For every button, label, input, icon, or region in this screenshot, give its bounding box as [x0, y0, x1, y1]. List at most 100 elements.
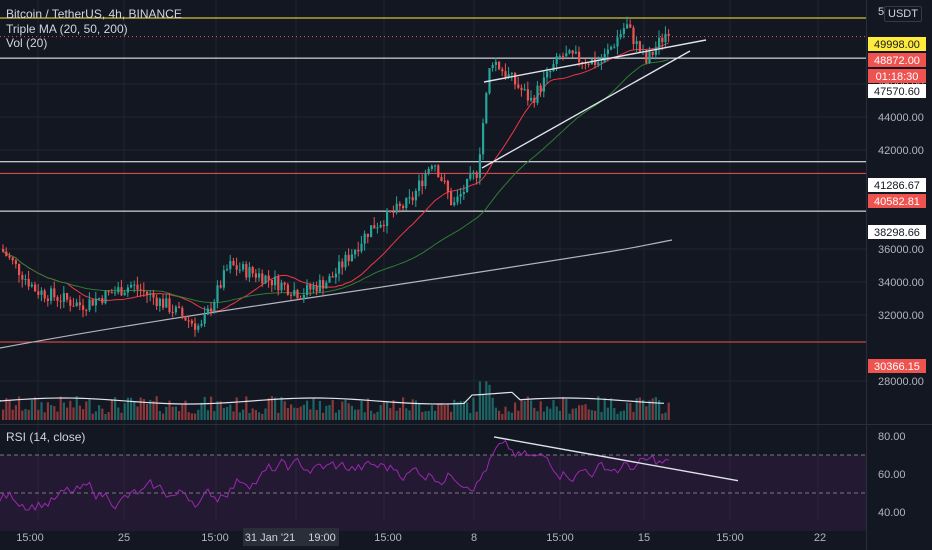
candle-body [411, 197, 414, 201]
candle-body [354, 249, 357, 255]
candle-body [302, 294, 305, 300]
candle-body [667, 33, 670, 36]
volume-bar [40, 402, 43, 420]
volume-bar [43, 412, 46, 420]
volume-bar [414, 400, 417, 420]
time-tick-label: 25 [118, 532, 130, 544]
candle-body [168, 298, 171, 313]
currency-button[interactable]: USDT [884, 6, 922, 22]
candle-body [126, 287, 129, 293]
candle-body [606, 49, 609, 54]
candle-body [562, 55, 565, 57]
volume-bar [69, 400, 72, 420]
volume-bar [232, 411, 235, 420]
volume-bar [469, 412, 472, 420]
volume-bar [267, 398, 270, 420]
candle-body [622, 28, 625, 35]
candle-body [219, 285, 222, 288]
price-tick-label: 34000.00 [878, 277, 924, 289]
candle-body [437, 165, 440, 178]
volume-bar [379, 405, 382, 420]
candle-body [254, 273, 257, 278]
volume-bar [360, 400, 363, 420]
candle-body [197, 325, 200, 330]
candle-body [229, 261, 232, 270]
volume-bar [312, 398, 315, 420]
candle-body [34, 284, 37, 292]
volume-bar [197, 409, 200, 420]
candle-body [632, 27, 635, 45]
candle-body [238, 269, 241, 271]
candle-body [478, 154, 481, 179]
volume-bar [190, 413, 193, 420]
candle-body [59, 300, 62, 302]
volume-bar [597, 396, 600, 420]
candle-body [165, 298, 168, 308]
candle-body [597, 62, 600, 65]
volume-bar [418, 403, 421, 420]
candle-body [299, 298, 302, 300]
volume-bar [430, 405, 433, 420]
date-badge [243, 528, 339, 546]
candle-body [66, 293, 69, 300]
rsi-trendline [493, 436, 739, 482]
candle-body [558, 55, 561, 57]
price-tick-label: 44000.00 [878, 112, 924, 124]
candle-body [469, 174, 472, 179]
candle-body [78, 302, 81, 306]
volume-bar [136, 406, 139, 420]
candle-body [530, 97, 533, 101]
candle-body [283, 282, 286, 285]
volume-bar [229, 404, 232, 420]
volume-bar [126, 397, 129, 420]
candle-body [491, 64, 494, 69]
candle-body [536, 85, 539, 103]
candle-body [69, 299, 72, 306]
volume-bar [258, 412, 261, 420]
candle-body [587, 63, 590, 65]
candle-body [75, 302, 78, 307]
volume-bar [542, 411, 545, 420]
candle-body [213, 301, 216, 312]
volume-bar [517, 410, 520, 420]
candle-body [514, 72, 517, 85]
candle-body [296, 290, 299, 299]
candle-body [21, 275, 24, 280]
volume-bar [338, 409, 341, 420]
volume-legend[interactable]: Vol (20) [6, 36, 48, 50]
volume-bar [530, 400, 533, 420]
volume-bar [37, 409, 40, 420]
ma200-line [0, 239, 673, 349]
volume-bar [27, 409, 30, 420]
candle-body [293, 290, 296, 296]
candle-body [638, 41, 641, 52]
symbol-title[interactable]: Bitcoin / TetherUS, 4h, BINANCE [6, 7, 182, 21]
rsi-legend[interactable]: RSI (14, close) [6, 430, 86, 444]
candle-body [373, 225, 376, 229]
candle-body [194, 323, 197, 330]
volume-bar [334, 412, 337, 420]
candle-body [43, 290, 46, 299]
volume-bar [286, 408, 289, 420]
candle-body [619, 34, 622, 38]
candle-body [306, 284, 309, 295]
candle-body [654, 48, 657, 55]
volume-bar [302, 404, 305, 420]
price-label-box [868, 69, 926, 83]
volume-bar [581, 405, 584, 420]
volume-bar [584, 404, 587, 420]
candle-body [501, 69, 504, 72]
volume-bar [30, 400, 33, 420]
candle-body [27, 278, 30, 287]
candle-body [440, 177, 443, 181]
candle-body [152, 293, 155, 298]
ma-legend[interactable]: Triple MA (20, 50, 200) [6, 22, 128, 36]
volume-bar [472, 397, 475, 420]
price-label-box [868, 178, 926, 192]
candle-body [459, 194, 462, 197]
candle-body [82, 305, 85, 310]
volume-bar [11, 409, 14, 420]
candle-body [322, 280, 325, 289]
candle-body [379, 224, 382, 228]
